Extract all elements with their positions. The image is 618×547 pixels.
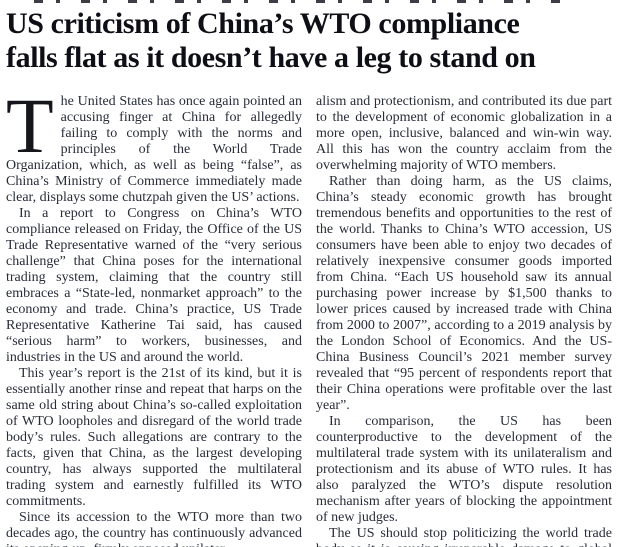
- article-paragraph: Since its accession to the WTO more than…: [6, 510, 302, 547]
- article-paragraph: The US should stop politicizing the worl…: [316, 526, 612, 547]
- column-right: alism and protectionism, and contributed…: [316, 94, 612, 547]
- article-paragraph: In a report to Congress on China’s WTO c…: [6, 206, 302, 365]
- article-paragraph: In comparison, the US has been counterpr…: [316, 414, 612, 525]
- article-headline: US criticism of China’s WTO compliance fa…: [6, 7, 612, 75]
- cropped-text-remnant: [34, 0, 560, 3]
- drop-cap: T: [6, 82, 54, 169]
- headline-line-2: falls flat as it doesn’t have a leg to s…: [6, 41, 536, 74]
- paragraph-text: he United States has once again pointed …: [6, 94, 302, 205]
- article-paragraph: alism and protectionism, and contributed…: [316, 94, 612, 173]
- article-paragraph: This year’s report is the 21st of its ki…: [6, 366, 302, 509]
- headline-line-1: US criticism of China’s WTO compliance: [6, 7, 520, 40]
- article-paragraph: Rather than doing harm, as the US claims…: [316, 174, 612, 413]
